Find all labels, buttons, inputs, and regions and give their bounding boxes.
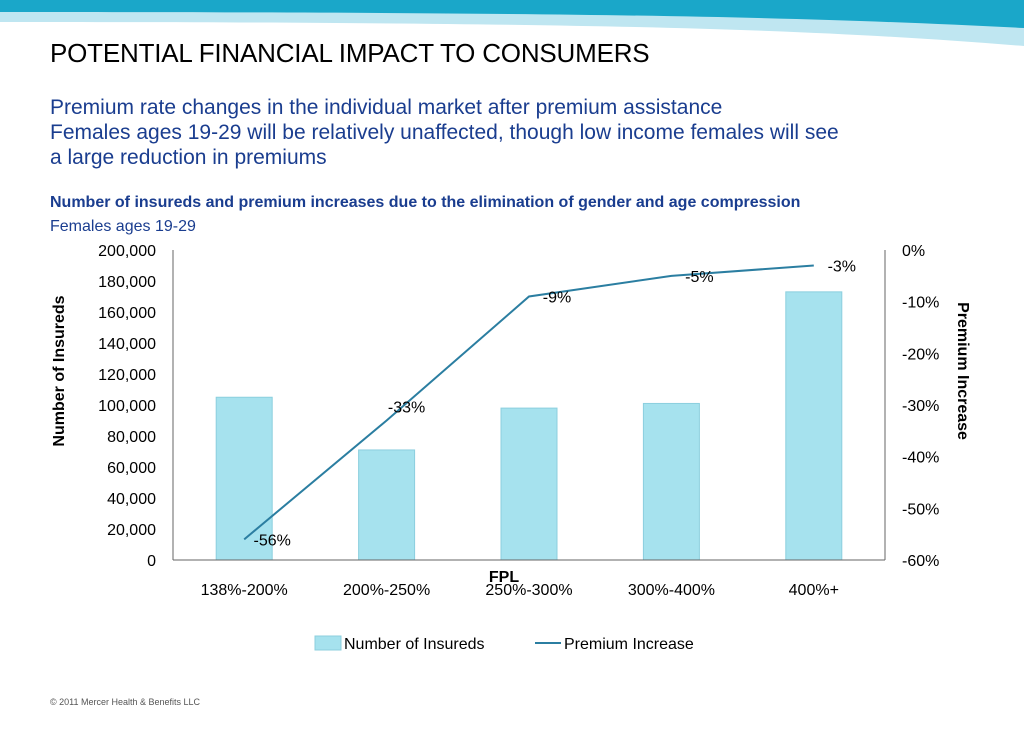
y2-tick-label: 0% xyxy=(902,243,925,260)
bar-3 xyxy=(500,407,558,561)
slide-title: POTENTIAL FINANCIAL IMPACT TO CONSUMERS xyxy=(50,38,650,68)
x-tick-label: 250%-300% xyxy=(485,582,572,599)
bar-4 xyxy=(642,402,700,561)
y2-axis-title: Premium Increase xyxy=(954,302,971,440)
legend-swatch-bar xyxy=(314,635,342,651)
chart-subheading: Females ages 19-29 xyxy=(50,218,196,235)
y2-tick-label: -50% xyxy=(902,501,939,518)
y-tick-label: 200,000 xyxy=(98,243,156,260)
chart-heading: Number of insureds and premium increases… xyxy=(50,194,801,211)
y-tick-label: 40,000 xyxy=(107,491,156,508)
x-axis-title: FPL xyxy=(489,569,519,586)
bar-1 xyxy=(215,396,273,561)
subtitle-line-2: Females ages 19-29 will be relatively un… xyxy=(50,121,839,144)
y-tick-label: 180,000 xyxy=(98,274,156,291)
y2-tick-label: -40% xyxy=(902,450,939,467)
y-axis-title: Number of Insureds xyxy=(51,295,68,446)
y2-tick-label: -30% xyxy=(902,398,939,415)
header-band-dark xyxy=(0,0,1024,28)
line-data-label: -5% xyxy=(685,269,713,286)
x-tick-label: 200%-250% xyxy=(343,582,430,599)
y-tick-label: 60,000 xyxy=(107,460,156,477)
line-data-label: -9% xyxy=(543,290,571,307)
bar-2 xyxy=(358,449,416,561)
line-data-label: -33% xyxy=(388,400,425,417)
y2-tick-label: -60% xyxy=(902,553,939,570)
y2-tick-label: -20% xyxy=(902,346,939,363)
header-band xyxy=(0,0,1024,46)
y2-tick-label: -10% xyxy=(902,295,939,312)
y-tick-label: 80,000 xyxy=(107,429,156,446)
y-tick-label: 0 xyxy=(147,553,156,570)
line-data-label: -3% xyxy=(828,259,856,276)
y-tick-label: 20,000 xyxy=(107,522,156,539)
x-tick-label: 400%+ xyxy=(789,582,839,599)
x-tick-label: 138%-200% xyxy=(201,582,288,599)
subtitle-line-3: a large reduction in premiums xyxy=(50,146,327,169)
x-tick-label: 300%-400% xyxy=(628,582,715,599)
bar-5 xyxy=(785,291,843,561)
premium-increase-line xyxy=(243,264,814,541)
legend-label-bar: Number of Insureds xyxy=(344,636,485,653)
line-data-label: -56% xyxy=(254,532,291,549)
y-tick-label: 140,000 xyxy=(98,336,156,353)
subtitle-line-1: Premium rate changes in the individual m… xyxy=(50,96,723,119)
y-tick-label: 160,000 xyxy=(98,305,156,322)
legend-label-line: Premium Increase xyxy=(564,636,694,653)
y-tick-label: 120,000 xyxy=(98,367,156,384)
y-tick-label: 100,000 xyxy=(98,398,156,415)
copyright-notice: © 2011 Mercer Health & Benefits LLC xyxy=(50,697,201,707)
